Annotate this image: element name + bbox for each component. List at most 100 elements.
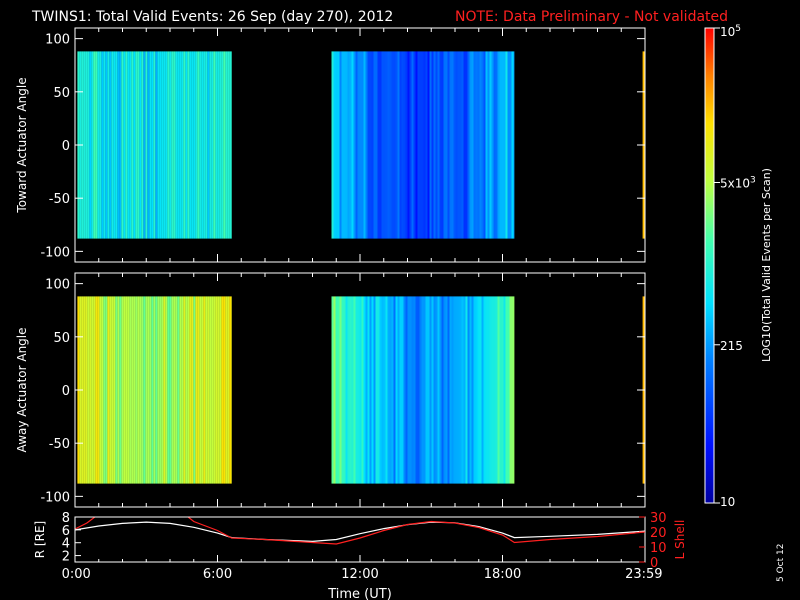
heatmap-column xyxy=(471,296,474,484)
heatmap-column xyxy=(447,51,450,239)
heatmap-column xyxy=(163,51,166,239)
heatmap-column xyxy=(439,296,442,484)
x-tick-label: 18:00 xyxy=(484,567,521,582)
heatmap-column xyxy=(471,51,474,239)
y-tick-label: -50 xyxy=(49,192,70,207)
heatmap-column xyxy=(139,296,142,484)
heatmap-column xyxy=(353,51,356,239)
colorbar: LOG10(Total Valid Events per Scan) 10 215… xyxy=(704,24,773,509)
heatmap-column xyxy=(83,51,86,239)
heatmap-column xyxy=(133,51,136,239)
heatmap-column xyxy=(441,51,444,239)
heatmap-column xyxy=(369,51,372,239)
heatmap-column xyxy=(151,296,154,484)
heatmap-column xyxy=(143,296,146,484)
heatmap-column xyxy=(379,51,382,239)
x-axis-label: Time (UT) xyxy=(327,587,392,600)
heatmap-column xyxy=(175,51,178,239)
r-distance-line xyxy=(75,521,645,543)
heatmap-column xyxy=(371,296,374,484)
heatmap-column xyxy=(453,296,456,484)
heatmap-column xyxy=(343,51,346,239)
heatmap-column xyxy=(453,51,456,239)
heatmap-column xyxy=(211,296,214,484)
heatmap-column xyxy=(403,51,406,239)
heatmap-column xyxy=(135,296,138,484)
heatmap-column xyxy=(375,296,378,484)
colorbar-tick-label: 5x103 xyxy=(720,175,756,190)
heatmap-column xyxy=(455,296,458,484)
heatmap-column xyxy=(419,51,422,239)
y-tick-label: -50 xyxy=(49,437,70,452)
heatmap-column xyxy=(359,296,362,484)
heatmap-column xyxy=(113,51,116,239)
heatmap-column xyxy=(121,296,124,484)
heatmap-column xyxy=(171,51,174,239)
heatmap-column xyxy=(189,296,192,484)
heatmap-column xyxy=(435,296,438,484)
y-axis-label-right: L Shell xyxy=(673,520,687,560)
toward-angle-panel: 100 50 0 -50 -100 Toward Actuator Angle xyxy=(15,27,646,263)
heatmap-column xyxy=(341,51,344,239)
heatmap-column xyxy=(433,51,436,239)
y-tick-label: -100 xyxy=(40,245,70,260)
y-tick-label: 2 xyxy=(62,550,70,565)
heatmap-column xyxy=(93,296,96,484)
heatmap-column xyxy=(201,51,204,239)
heatmap-column xyxy=(221,51,224,239)
heatmap-column xyxy=(501,51,504,239)
heatmap-column xyxy=(227,51,230,239)
heatmap-column xyxy=(179,51,182,239)
y-tick-label: -100 xyxy=(40,490,70,505)
heatmap-column xyxy=(155,51,158,239)
heatmap-column xyxy=(349,51,352,239)
heatmap-column xyxy=(489,51,492,239)
heatmap-column xyxy=(101,296,104,484)
heatmap-column xyxy=(509,296,512,484)
heatmap-column xyxy=(445,296,448,484)
heatmap-column xyxy=(171,296,174,484)
heatmap-column xyxy=(347,51,350,239)
heatmap-column xyxy=(151,51,154,239)
heatmap-column xyxy=(407,51,410,239)
heatmap-column xyxy=(87,296,90,484)
heatmap-column xyxy=(153,296,156,484)
heatmap-column xyxy=(85,51,88,239)
date-stamp: 5 Oct 12 xyxy=(776,544,786,582)
heatmap-column xyxy=(229,296,232,484)
y-tick-label: 4 xyxy=(62,537,70,552)
heatmap-column xyxy=(223,296,226,484)
y-axis-label-left: R [RE] xyxy=(33,521,47,558)
heatmap-column xyxy=(427,51,430,239)
heatmap-column xyxy=(155,296,158,484)
heatmap-column xyxy=(99,51,102,239)
heatmap-column xyxy=(435,51,438,239)
heatmap-column xyxy=(357,51,360,239)
chart-title: TWINS1: Total Valid Events: 26 Sep (day … xyxy=(31,9,393,25)
heatmap-column xyxy=(421,296,424,484)
heatmap-column xyxy=(201,296,204,484)
heatmap-column xyxy=(499,296,502,484)
heatmap-column xyxy=(403,296,406,484)
heatmap-column xyxy=(149,51,152,239)
heatmap-column xyxy=(157,296,160,484)
heatmap-column xyxy=(385,51,388,239)
heatmap-column xyxy=(409,296,412,484)
heatmap-column xyxy=(191,51,194,239)
heatmap-column xyxy=(209,296,212,484)
heatmap-column xyxy=(353,296,356,484)
heatmap-column xyxy=(203,51,206,239)
heatmap-column xyxy=(487,51,490,239)
heatmap-column xyxy=(475,51,478,239)
heatmap-column xyxy=(205,296,208,484)
heatmap-column xyxy=(117,296,120,484)
heatmap-column xyxy=(481,51,484,239)
heatmap-column xyxy=(401,296,404,484)
heatmap-column xyxy=(381,51,384,239)
colorbar-tick-label: 105 xyxy=(720,24,741,39)
heatmap-column xyxy=(365,296,368,484)
heatmap-column xyxy=(173,296,176,484)
heatmap-column xyxy=(111,51,114,239)
heatmap-column xyxy=(513,51,515,239)
heatmap-column xyxy=(375,51,378,239)
